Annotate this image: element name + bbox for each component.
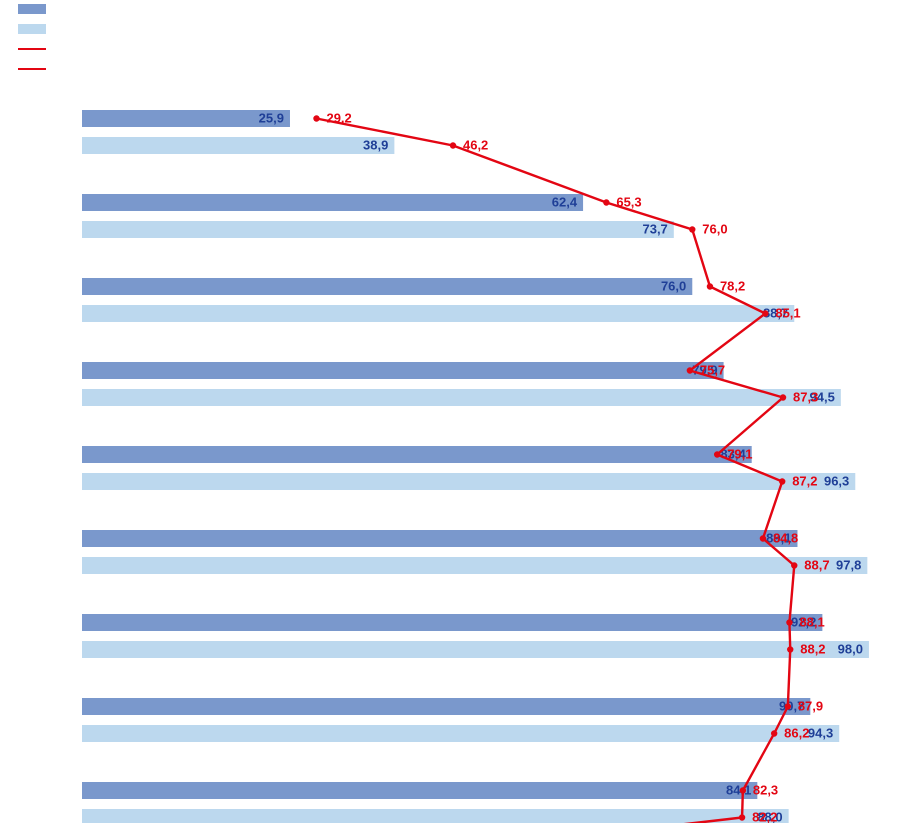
- trend-marker: [689, 226, 695, 232]
- trend-marker: [787, 646, 793, 652]
- trend-marker: [760, 535, 766, 541]
- bar-value-label: 94,3: [808, 726, 833, 741]
- trend-value-label: 65,3: [616, 195, 641, 210]
- trend-value-label: 82,2: [752, 810, 777, 823]
- bar-value-label: 96,3: [824, 474, 849, 489]
- trend-marker: [714, 451, 720, 457]
- trend-marker: [780, 394, 786, 400]
- bar: [82, 446, 752, 463]
- trend-value-label: 86,2: [784, 726, 809, 741]
- trend-marker: [786, 619, 792, 625]
- bar: [82, 305, 794, 322]
- bar: [82, 362, 724, 379]
- bar: [82, 725, 839, 742]
- trend-marker: [762, 310, 768, 316]
- bar: [82, 530, 797, 547]
- trend-marker: [791, 562, 797, 568]
- bar: [82, 194, 583, 211]
- trend-value-label: 76,0: [702, 222, 727, 237]
- trend-marker: [771, 730, 777, 736]
- trend-value-label: 75,7: [700, 363, 725, 378]
- trend-value-label: 88,1: [799, 615, 824, 630]
- bar: [82, 641, 869, 658]
- trend-value-label: 82,3: [753, 783, 778, 798]
- bar: [82, 278, 692, 295]
- trend-value-label: 84,8: [773, 531, 798, 546]
- trend-value-label: 88,7: [804, 558, 829, 573]
- trend-marker: [707, 283, 713, 289]
- chart: 25,938,962,473,776,088,779,994,583,496,3…: [0, 0, 900, 823]
- trend-value-label: 87,9: [798, 699, 823, 714]
- bar-value-label: 84,1: [726, 783, 751, 798]
- bar-value-label: 62,4: [552, 195, 578, 210]
- trend-marker: [739, 814, 745, 820]
- trend-marker: [603, 199, 609, 205]
- bar: [82, 137, 394, 154]
- trend-marker: [740, 787, 746, 793]
- trend-marker: [450, 142, 456, 148]
- trend-value-label: 46,2: [463, 138, 488, 153]
- bar-value-label: 98,0: [838, 642, 863, 657]
- trend-marker: [687, 367, 693, 373]
- bar: [82, 614, 822, 631]
- bar-value-label: 97,8: [836, 558, 861, 573]
- trend-value-label: 87,2: [792, 474, 817, 489]
- trend-marker: [313, 115, 319, 121]
- trend-value-label: 88,2: [800, 642, 825, 657]
- bar-value-label: 76,0: [661, 279, 686, 294]
- trend-value-label: 29,2: [326, 111, 351, 126]
- bar: [82, 698, 810, 715]
- bar: [82, 389, 841, 406]
- bar: [82, 782, 757, 799]
- trend-value-label: 78,2: [720, 279, 745, 294]
- trend-value-label: 79,1: [727, 447, 752, 462]
- bar: [82, 473, 855, 490]
- bar: [82, 221, 674, 238]
- bar: [82, 557, 867, 574]
- bar-value-label: 25,9: [259, 111, 284, 126]
- trend-value-label: 87,3: [793, 390, 818, 405]
- trend-marker: [779, 478, 785, 484]
- trend-value-label: 85,1: [775, 306, 800, 321]
- bar: [82, 809, 789, 823]
- bar-value-label: 38,9: [363, 138, 388, 153]
- bar-value-label: 73,7: [642, 222, 667, 237]
- trend-marker: [785, 703, 791, 709]
